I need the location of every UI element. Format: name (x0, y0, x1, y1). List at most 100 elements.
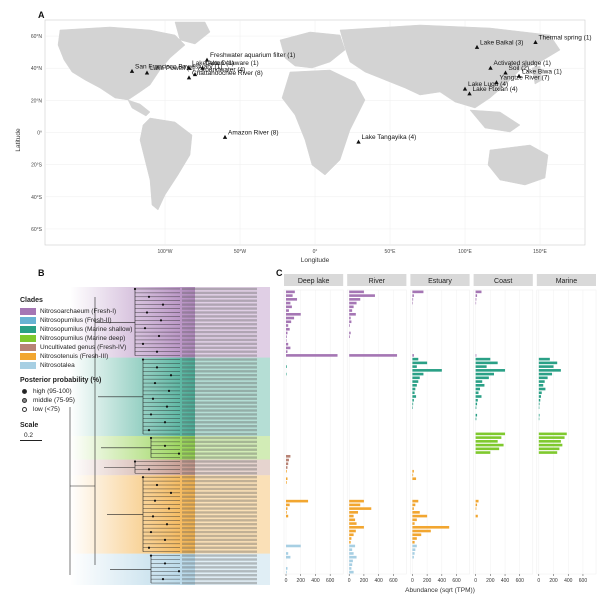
map-lat-tick: 60°N (31, 34, 43, 40)
tip-label-placeholder (182, 558, 257, 561)
legend-clade-label: Nitrosopumilus (Marine shallow) (40, 326, 133, 333)
abundance-bar (538, 440, 561, 443)
site-marker (503, 70, 508, 75)
facet-panel (283, 289, 344, 575)
abundance-bar (349, 290, 364, 294)
legend-clade-swatch (20, 308, 36, 315)
node-dot (149, 436, 153, 440)
abundance-bar (412, 555, 414, 559)
legend-clade-label: Uncultivated genus (Fresh-IV) (40, 344, 127, 351)
tip-label-placeholder (182, 503, 257, 506)
site-label: Groundwater (4) (198, 67, 245, 74)
abundance-bar (349, 540, 351, 544)
abundance-bar (412, 290, 424, 294)
tip-label-placeholder (182, 519, 257, 522)
tip-label-placeholder (182, 401, 257, 404)
node-dot (147, 546, 151, 549)
abundance-bar (412, 398, 414, 402)
abundance-bar (475, 357, 491, 361)
clade-tip-shade (195, 436, 270, 460)
abundance-bar (349, 507, 372, 510)
x-tick-label: 400 (374, 578, 383, 584)
tip-label-placeholder (182, 315, 257, 318)
abundance-bar (412, 537, 417, 540)
abundance-bar (349, 533, 354, 537)
legend-pp-label: high (95-100) (33, 388, 72, 395)
abundance-bar (412, 514, 428, 518)
node-dot (141, 476, 145, 479)
legend-pp-list: high (95-100) middle (75-95) low (<75) (20, 387, 170, 414)
site-label: Lake Acton (1) (192, 60, 234, 67)
site-marker (488, 65, 493, 70)
tip-label-placeholder (182, 319, 257, 322)
tip-label-placeholder (182, 323, 257, 326)
abundance-bar (412, 477, 417, 481)
node-dot (145, 311, 149, 314)
node-dot (141, 358, 145, 361)
chart-xlabel: Abundance (sqrt (TPM)) (405, 587, 475, 594)
abundance-bar (349, 324, 350, 327)
abundance-bar (349, 503, 361, 507)
abundance-bar (349, 309, 353, 312)
site-label: Lake Baikal (3) (480, 39, 523, 46)
southeast-asia-shape (469, 109, 521, 133)
abundance-bar (475, 294, 478, 297)
abundance-bar (475, 432, 506, 436)
legend: Clades Nitrosoarchaeum (Fresh-I) Nitrosop… (20, 297, 170, 441)
map-lat-tick: 0° (37, 131, 42, 137)
abundance-bar (349, 499, 364, 503)
abundance-bar (286, 503, 290, 507)
site-label: Thermal spring (1) (539, 35, 592, 42)
abundance-bar (286, 316, 295, 320)
map-ylabel: Latitude (15, 128, 22, 152)
abundance-bar (475, 383, 485, 387)
abundance-bar (475, 361, 498, 365)
abundance-bar (286, 324, 289, 327)
map-lat-tick: 40°S (31, 195, 43, 201)
north-america-shape (57, 26, 186, 101)
abundance-bar (538, 361, 558, 365)
x-tick-label: 600 (389, 578, 398, 584)
abundance-bar (538, 395, 542, 398)
abundance-bar (349, 522, 357, 525)
tip-label-placeholder (182, 574, 257, 577)
abundance-bar (475, 365, 487, 368)
legend-pp-item: middle (75-95) (20, 396, 170, 405)
node-dot (163, 562, 167, 565)
abundance-bar (538, 380, 545, 383)
abundance-bar (286, 301, 291, 305)
x-tick-label: 0 (537, 578, 540, 584)
tip-label-placeholder (182, 311, 257, 314)
abundance-bar (475, 380, 483, 383)
tip-label-placeholder (182, 421, 257, 424)
abundance-bar (286, 462, 289, 466)
tip-label-placeholder (182, 397, 257, 400)
abundance-bar (412, 301, 413, 305)
australia-shape (487, 144, 549, 186)
scale-value: 0.2 (24, 432, 34, 439)
abundance-bar (286, 365, 287, 368)
tip-label-placeholder (182, 425, 257, 428)
tip-label-placeholder (182, 350, 257, 353)
site-marker (192, 72, 198, 77)
abundance-bar (286, 339, 287, 342)
site-marker (494, 80, 499, 85)
tip-label-placeholder (182, 577, 257, 581)
facet-coast: Coast 0 200 400 600 (473, 274, 534, 584)
node-dot (167, 507, 171, 510)
legend-pp-title: Posterior probability (%) (20, 377, 102, 384)
node-dot (165, 523, 169, 526)
clade-tip-shade (195, 459, 270, 476)
x-tick-label: 0 (285, 578, 288, 584)
continents (57, 21, 561, 211)
map-lon-tick: 150°E (533, 249, 547, 255)
node-dot (161, 578, 165, 581)
abundance-bar (538, 417, 540, 421)
abundance-bar (286, 290, 295, 294)
map-lat-tick: 20°N (31, 98, 43, 104)
tip-label-placeholder (182, 362, 257, 365)
tip-label-placeholder (182, 346, 257, 349)
tip-label-placeholder (182, 374, 257, 377)
tree-branches (69, 287, 181, 584)
site-marker (516, 73, 522, 78)
